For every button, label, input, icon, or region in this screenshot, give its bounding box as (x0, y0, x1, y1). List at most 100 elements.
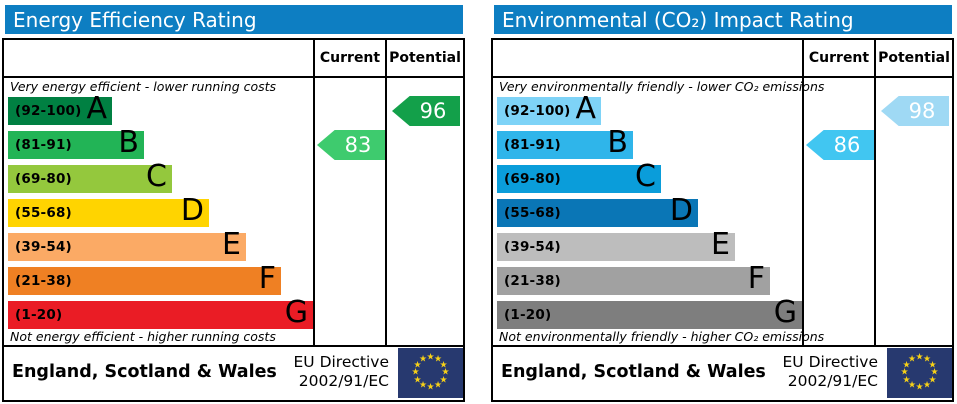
eu-star-icon: ★ (907, 354, 917, 365)
energy-efficiency-panel: Energy Efficiency Rating Current Potenti… (2, 4, 465, 402)
potential-rating-value: 96 (419, 99, 447, 123)
column-divider (874, 40, 876, 345)
band-letter: F (747, 261, 765, 296)
current-rating-value: 86 (833, 133, 861, 157)
eu-star-icon: ★ (930, 367, 939, 378)
band-range: (55-68) (15, 205, 72, 221)
eu-star-icon: ★ (426, 382, 435, 393)
band-b: (81-91) B (8, 125, 144, 160)
band-range: (1-20) (504, 307, 552, 323)
band-b: (81-91) B (497, 125, 633, 160)
eu-directive-label: EU Directive 2002/91/EC (294, 353, 390, 392)
band-range: (92-100) (504, 103, 571, 119)
band-range: (81-91) (15, 137, 72, 153)
band-d: (55-68) D (497, 193, 698, 228)
region-label: England, Scotland & Wales (501, 362, 766, 382)
current-column-header: Current (808, 50, 870, 66)
column-divider (802, 40, 804, 345)
band-range: (55-68) (504, 205, 561, 221)
eu-star-icon: ★ (433, 354, 443, 365)
band-letter: C (146, 159, 167, 194)
band-letter: C (635, 159, 656, 194)
environmental-impact-table: Current Potential Very environmentally f… (491, 38, 954, 402)
potential-rating-value: 98 (908, 99, 936, 123)
eu-star-icon: ★ (439, 360, 448, 370)
band-c: (69-80) C (497, 159, 661, 194)
eu-star-icon: ★ (902, 375, 911, 385)
eu-star-icon: ★ (439, 375, 448, 385)
row-divider (4, 76, 463, 78)
current-column-header: Current (319, 50, 381, 66)
eu-star-icon: ★ (902, 360, 911, 370)
band-letter: D (180, 193, 204, 228)
band-range: (69-80) (504, 171, 561, 187)
table-footer: England, Scotland & Wales EU Directive 2… (4, 347, 463, 400)
current-rating-arrow: 83 (317, 130, 385, 160)
eu-star-icon: ★ (413, 360, 422, 370)
eu-star-icon: ★ (907, 380, 917, 391)
current-rating-value: 83 (344, 133, 372, 157)
band-letter: A (86, 91, 107, 126)
band-range: (21-38) (15, 273, 72, 289)
eu-directive-line2: 2002/91/EC (298, 372, 389, 391)
band-letter: G (284, 295, 308, 330)
eu-star-icon: ★ (922, 354, 932, 365)
band-letter: D (669, 193, 693, 228)
eu-star-icon: ★ (426, 352, 435, 363)
band-range: (21-38) (504, 273, 561, 289)
band-g: (1-20) G (8, 295, 313, 330)
band-letter: B (607, 125, 628, 160)
band-range: (39-54) (15, 239, 72, 255)
band-letter: B (118, 125, 139, 160)
energy-efficiency-title: Energy Efficiency Rating (5, 5, 463, 34)
band-f: (21-38) F (8, 261, 281, 296)
band-letter: E (222, 227, 241, 262)
band-a: (92-100) A (497, 94, 601, 125)
eu-star-icon: ★ (441, 367, 450, 378)
eu-star-icon: ★ (928, 375, 937, 385)
band-e: (39-54) E (497, 227, 735, 262)
potential-column-header: Potential (878, 50, 950, 66)
eu-star-icon: ★ (922, 380, 932, 391)
band-letter: E (711, 227, 730, 262)
rating-bands: (92-100) A (81-91) B (69-80) C (55-68) D… (497, 94, 802, 330)
eu-star-icon: ★ (418, 380, 428, 391)
band-e: (39-54) E (8, 227, 246, 262)
eu-directive-label: EU Directive 2002/91/EC (783, 353, 879, 392)
row-divider (493, 76, 952, 78)
band-letter: G (773, 295, 797, 330)
band-range: (1-20) (15, 307, 63, 323)
bottom-caption: Not energy efficient - higher running co… (10, 329, 276, 344)
band-range: (69-80) (15, 171, 72, 187)
band-g: (1-20) G (497, 295, 802, 330)
row-divider (493, 345, 952, 347)
top-caption: Very environmentally friendly - lower CO… (499, 79, 825, 94)
environmental-impact-panel: Environmental (CO₂) Impact Rating Curren… (491, 4, 954, 402)
column-divider (313, 40, 315, 345)
potential-column-header: Potential (389, 50, 461, 66)
eu-star-icon: ★ (413, 375, 422, 385)
region-label: England, Scotland & Wales (12, 362, 277, 382)
eu-directive-line1: EU Directive (782, 353, 879, 371)
environmental-impact-title: Environmental (CO₂) Impact Rating (494, 5, 952, 34)
eu-star-icon: ★ (900, 367, 909, 378)
band-c: (69-80) C (8, 159, 172, 194)
band-letter: F (258, 261, 276, 296)
eu-star-icon: ★ (433, 380, 443, 391)
eu-star-icon: ★ (915, 352, 924, 363)
eu-flag-icon: ★ ★ ★ ★ ★ ★ ★ ★ ★ ★ ★ ★ (887, 348, 952, 398)
band-d: (55-68) D (8, 193, 209, 228)
top-caption: Very energy efficient - lower running co… (10, 79, 277, 94)
rating-bands: (92-100) A (81-91) B (69-80) C (55-68) D… (8, 91, 313, 330)
row-divider (4, 345, 463, 347)
band-range: (92-100) (15, 103, 82, 119)
eu-star-icon: ★ (928, 360, 937, 370)
eu-star-icon: ★ (411, 367, 420, 378)
column-divider (385, 40, 387, 345)
eu-star-icon: ★ (915, 382, 924, 393)
band-range: (39-54) (504, 239, 561, 255)
bottom-caption: Not environmentally friendly - higher CO… (499, 329, 825, 344)
eu-directive-line1: EU Directive (293, 353, 390, 371)
current-rating-arrow: 86 (806, 130, 874, 160)
potential-rating-arrow: 98 (881, 96, 949, 126)
